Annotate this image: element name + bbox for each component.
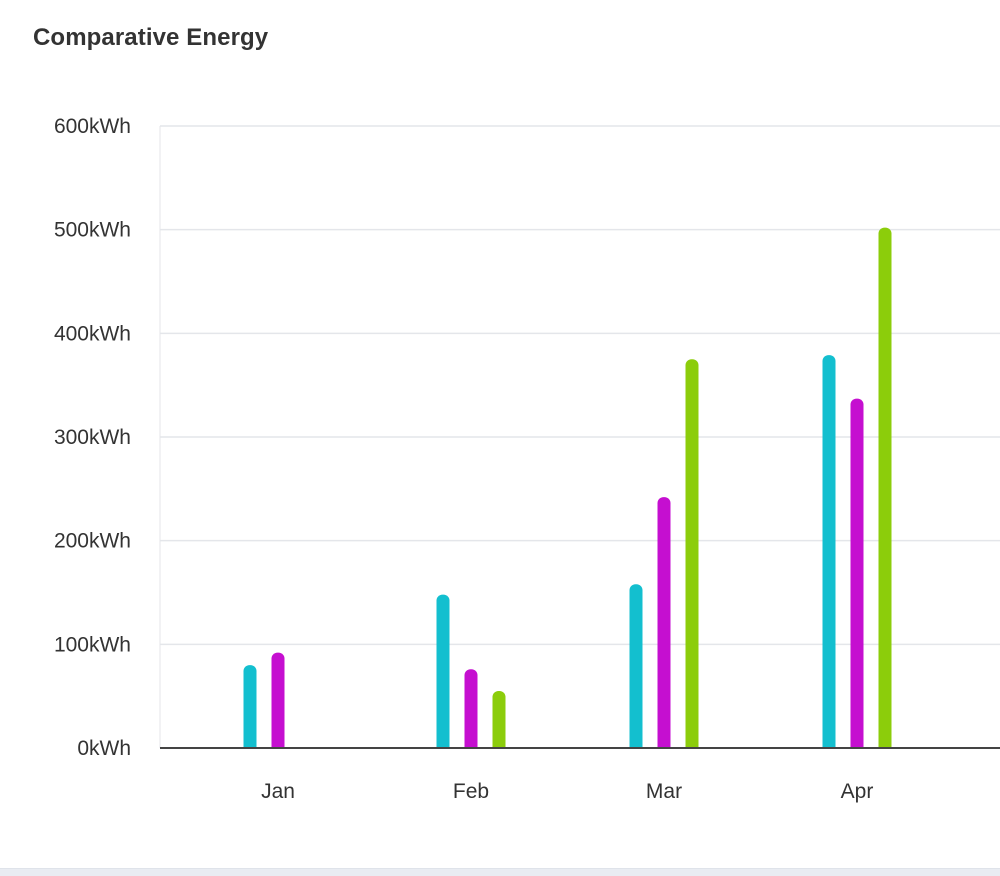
bar-apr-series-3[interactable]: [878, 227, 892, 754]
y-tick-label: 0kWh: [77, 737, 131, 760]
y-axis-ticks: 0kWh 100kWh 200kWh 300kWh 400kWh 500kWh 600kWh: [54, 115, 131, 760]
bar-apr-series-1[interactable]: [822, 355, 836, 754]
bar-mar-series-2[interactable]: [657, 497, 671, 754]
y-tick-label: 100kWh: [54, 633, 131, 656]
bar-mar-series-3[interactable]: [685, 359, 699, 754]
x-tick-label: Jan: [261, 780, 295, 803]
x-tick-label: Mar: [646, 780, 682, 803]
bars: [243, 227, 892, 754]
y-tick-label: 200kWh: [54, 530, 131, 553]
bar-jan-series-2[interactable]: [271, 652, 285, 754]
gridlines: [159, 125, 1000, 748]
chart-title: Comparative Energy: [33, 24, 269, 51]
bar-feb-series-2[interactable]: [464, 669, 478, 754]
y-tick-label: 300kWh: [54, 426, 131, 449]
x-tick-label: Apr: [841, 780, 874, 803]
bar-jan-series-1[interactable]: [243, 665, 257, 754]
x-axis-ticks: Jan Feb Mar Apr: [261, 780, 873, 803]
bar-mar-series-1[interactable]: [629, 584, 643, 754]
bar-apr-series-2[interactable]: [850, 398, 864, 754]
y-tick-label: 500kWh: [54, 219, 131, 242]
bar-feb-series-3[interactable]: [492, 690, 506, 754]
bar-feb-series-1[interactable]: [436, 594, 450, 754]
y-tick-label: 600kWh: [54, 115, 131, 138]
y-tick-label: 400kWh: [54, 322, 131, 345]
x-tick-label: Feb: [453, 780, 489, 803]
